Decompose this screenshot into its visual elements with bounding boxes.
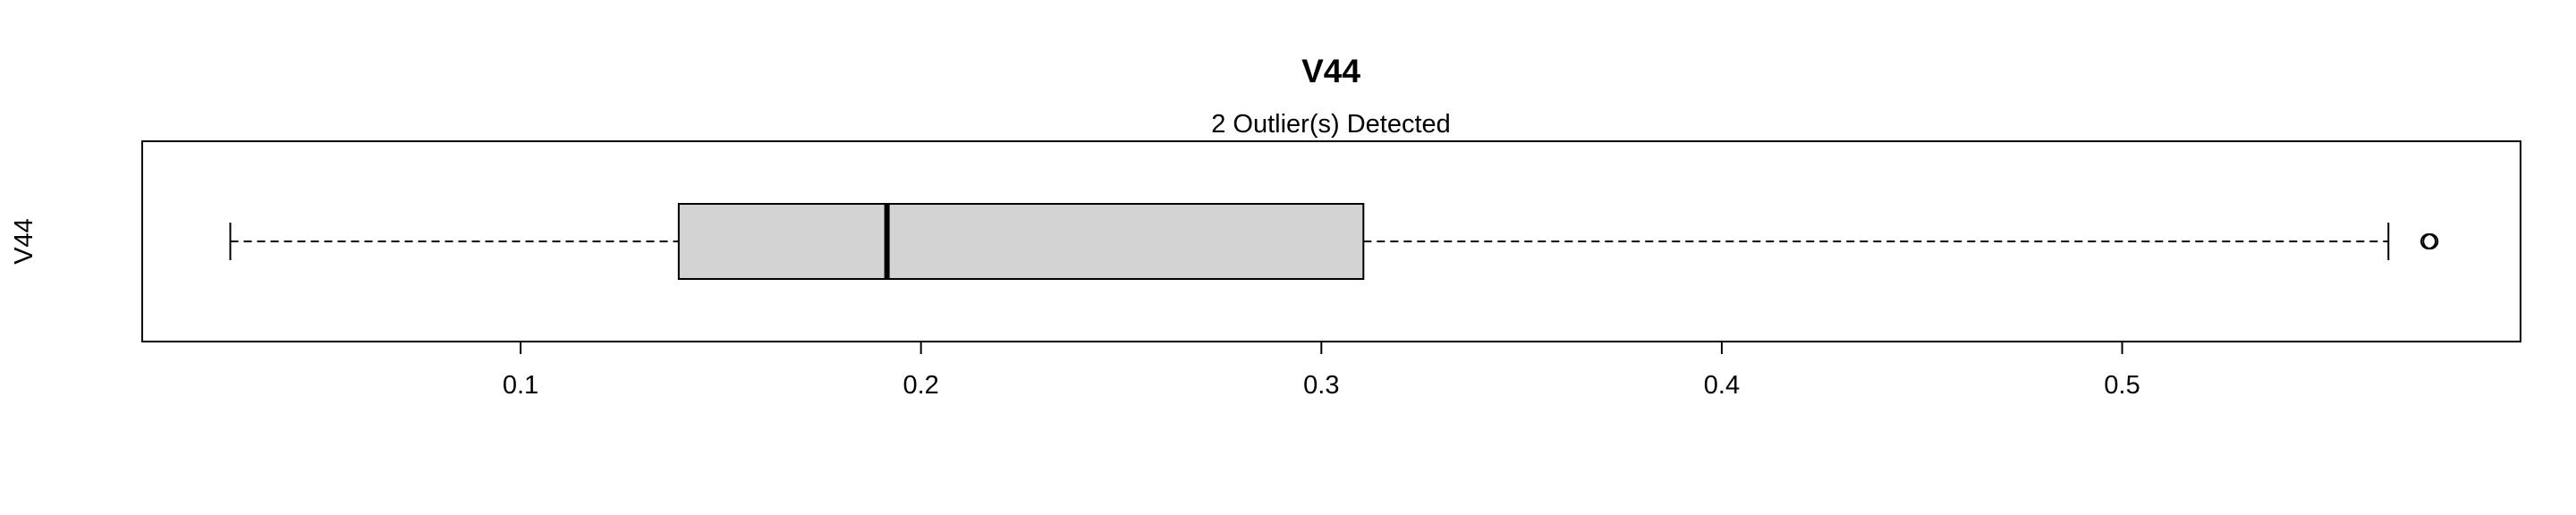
x-tick-label-4: 0.4: [1704, 371, 1740, 400]
chart-subtitle: 2 Outlier(s) Detected: [1211, 110, 1451, 139]
y-axis-label: V44: [10, 218, 38, 265]
chart-title: V44: [1301, 53, 1360, 89]
iqr-box: [677, 203, 1365, 280]
plot-marks: [229, 203, 2439, 280]
x-axis: 0.1 0.2 0.3 0.4 0.5: [503, 342, 2140, 400]
outlier-point-2: [2422, 233, 2439, 249]
x-tick-label-2: 0.2: [903, 371, 939, 400]
x-tick-label-1: 0.1: [503, 371, 538, 400]
x-tick-label-5: 0.5: [2104, 371, 2140, 400]
x-tick-label-3: 0.3: [1303, 371, 1339, 400]
plot-frame: [141, 140, 2521, 342]
